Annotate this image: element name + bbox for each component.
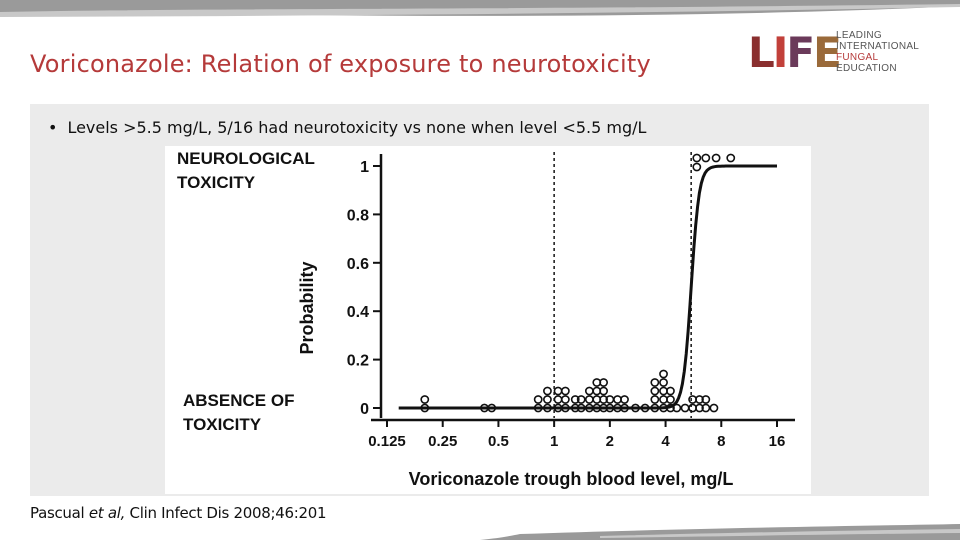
bullet-point: • Levels >5.5 mg/L, 5/16 had neurotoxicit… xyxy=(48,118,646,137)
toxicity-chart: NEUROLOGICAL TOXICITY ABSENCE OF TOXICITY 0… xyxy=(177,149,795,489)
top-brush-stroke xyxy=(0,0,960,17)
x-axis-label: Voriconazole trough blood level, mg/L xyxy=(409,469,734,489)
no-toxicity-point xyxy=(560,395,570,404)
y-tick-label: 0.2 xyxy=(347,353,369,370)
top-label-line-1: NEUROLOGICAL xyxy=(177,149,315,168)
toxicity-point xyxy=(701,153,711,163)
no-toxicity-point xyxy=(543,403,552,413)
no-toxicity-point xyxy=(650,395,660,404)
logo-letter-l: L xyxy=(748,28,775,77)
no-toxicity-point xyxy=(570,395,580,404)
no-toxicity-point xyxy=(420,403,430,413)
citation: Pascual et al, Clin Infect Dis 2008;46:2… xyxy=(30,504,326,522)
no-toxicity-point xyxy=(599,395,608,404)
no-toxicity-point xyxy=(553,395,563,404)
life-logo: LIFE LEADING INTERNATIONAL FUNGAL EDUCAT… xyxy=(748,28,938,78)
toxicity-point xyxy=(692,162,702,172)
toxicity-point xyxy=(726,153,736,163)
logo-line-4: EDUCATION xyxy=(836,63,897,74)
no-toxicity-point xyxy=(666,395,675,404)
y-axis-label: Probability xyxy=(297,261,317,354)
y-tick-label: 0.8 xyxy=(347,207,369,224)
logo-letter-i: I xyxy=(772,28,789,77)
logo-letter-f: F xyxy=(786,28,815,77)
logo-letter-e: E xyxy=(813,28,842,77)
no-toxicity-point xyxy=(560,403,570,413)
y-tick-label: 1 xyxy=(360,159,369,176)
no-toxicity-point xyxy=(420,395,430,404)
bottom-label-line-2: TOXICITY xyxy=(183,415,262,434)
no-toxicity-point xyxy=(543,386,552,396)
logistic-curve xyxy=(398,164,777,410)
no-toxicity-point xyxy=(533,395,543,404)
y-tick-label: 0.6 xyxy=(347,256,369,273)
no-toxicity-point xyxy=(620,403,629,413)
logo-line-2: INTERNATIONAL xyxy=(836,41,920,52)
no-toxicity-point xyxy=(576,395,586,404)
x-tick-label: 0.5 xyxy=(488,433,509,450)
no-toxicity-point xyxy=(620,395,629,404)
no-toxicity-point xyxy=(613,395,622,404)
x-tick-label: 8 xyxy=(717,433,725,450)
no-toxicity-point xyxy=(666,403,675,413)
top-label-line-2: TOXICITY xyxy=(177,173,256,192)
no-toxicity-point xyxy=(695,403,704,413)
no-toxicity-point xyxy=(666,386,675,396)
x-tick-label: 0.25 xyxy=(428,433,457,450)
x-tick-label: 1 xyxy=(550,433,558,450)
citation-author: Pascual xyxy=(30,504,89,522)
bottom-label-line-1: ABSENCE OF xyxy=(183,391,294,410)
no-toxicity-point xyxy=(553,386,563,396)
x-tick-label: 2 xyxy=(606,433,614,450)
no-toxicity-point xyxy=(576,403,586,413)
no-toxicity-point xyxy=(599,386,608,396)
slide-title: Voriconazole: Relation of exposure to ne… xyxy=(30,50,651,78)
bottom-brush-stroke xyxy=(480,524,960,540)
no-toxicity-point xyxy=(543,395,552,404)
no-toxicity-point xyxy=(631,403,640,413)
no-toxicity-point xyxy=(650,378,660,387)
logo-mark: LIFE xyxy=(748,28,842,77)
no-toxicity-point xyxy=(650,386,660,396)
no-toxicity-point xyxy=(570,403,580,413)
no-toxicity-point xyxy=(709,403,719,413)
no-toxicity-point xyxy=(701,395,711,404)
toxicity-point xyxy=(711,153,721,163)
citation-et-al: et al, xyxy=(88,504,126,522)
logo-line-3: FUNGAL xyxy=(836,52,879,63)
bullet-dot-icon: • xyxy=(48,118,58,137)
x-tick-label: 0.125 xyxy=(368,433,406,450)
toxicity-point xyxy=(692,153,702,163)
no-toxicity-point xyxy=(640,403,650,413)
no-toxicity-point xyxy=(487,403,497,413)
y-tick-label: 0 xyxy=(360,401,369,418)
no-toxicity-point xyxy=(560,386,570,396)
figure-panel: NEUROLOGICAL TOXICITY ABSENCE OF TOXICITY 0… xyxy=(165,146,811,494)
no-toxicity-point xyxy=(659,369,668,379)
x-tick-label: 16 xyxy=(769,433,786,450)
no-toxicity-point xyxy=(650,403,660,413)
no-toxicity-point xyxy=(695,395,704,404)
no-toxicity-point xyxy=(659,378,668,387)
logo-line-1: LEADING xyxy=(836,30,883,41)
no-toxicity-point xyxy=(701,403,711,413)
logo-text: LEADING INTERNATIONAL FUNGAL EDUCATION xyxy=(836,30,919,74)
no-toxicity-point xyxy=(672,403,682,413)
citation-journal: Clin Infect Dis 2008;46:201 xyxy=(125,504,327,522)
no-toxicity-point xyxy=(533,403,543,413)
no-toxicity-point xyxy=(599,378,608,387)
no-toxicity-point xyxy=(584,395,594,404)
y-tick-label: 0.4 xyxy=(347,304,369,321)
bullet-text: Levels >5.5 mg/L, 5/16 had neurotoxicity… xyxy=(67,118,647,137)
no-toxicity-point xyxy=(599,403,608,413)
no-toxicity-point xyxy=(680,403,690,413)
no-toxicity-point xyxy=(584,386,594,396)
x-tick-label: 4 xyxy=(661,433,670,450)
